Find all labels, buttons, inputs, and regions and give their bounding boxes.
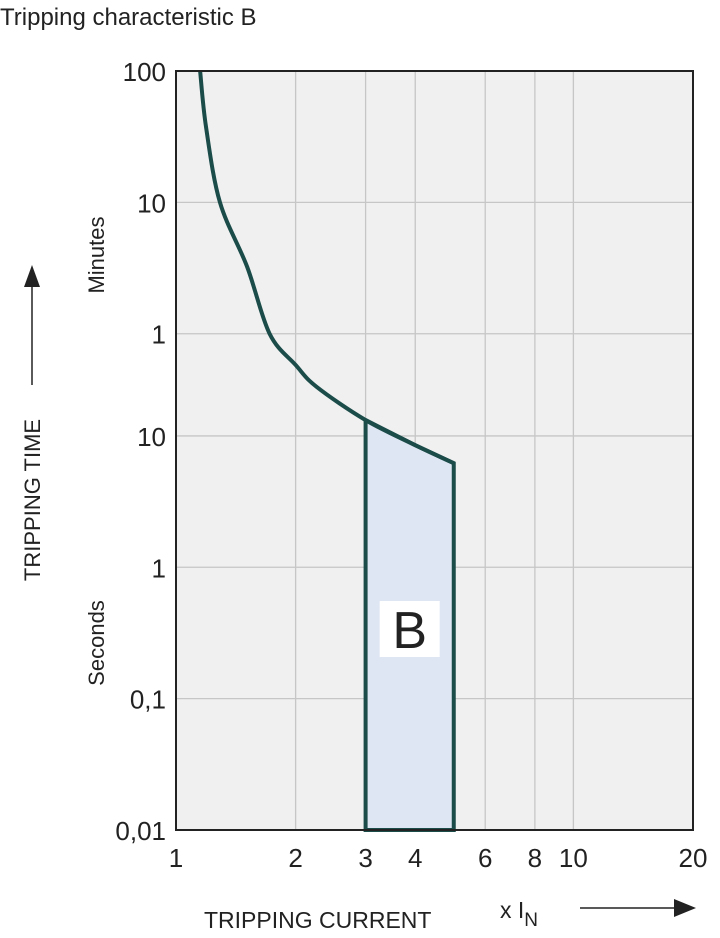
x-unit-prefix: x I xyxy=(500,897,524,923)
y-axis-label: TRIPPING TIME xyxy=(20,419,45,581)
x-tick-label: 2 xyxy=(288,843,302,873)
band-label-box xyxy=(379,601,440,657)
x-tick-label: 4 xyxy=(408,843,422,873)
y-tick-label: 0,01 xyxy=(115,816,166,846)
tripping-curve xyxy=(198,70,455,466)
x-axis-label: TRIPPING CURRENT xyxy=(204,907,431,933)
x-tick-label: 10 xyxy=(559,843,588,873)
curve-group xyxy=(198,70,455,466)
band-b: B xyxy=(363,416,456,832)
x-unit-subscript: N xyxy=(524,910,538,931)
x-tick-label: 1 xyxy=(169,843,183,873)
x-tick-label: 8 xyxy=(528,843,542,873)
seconds-label: Seconds xyxy=(84,600,109,686)
plot-frame xyxy=(175,70,694,831)
x-unit-label: x IN xyxy=(500,897,538,931)
minutes-label: Minutes xyxy=(84,216,109,293)
y-tick-label: 0,1 xyxy=(130,685,166,715)
y-tick-labels: 100 10 1 10 1 0,1 0,01 xyxy=(115,57,166,846)
x-tick-label: 6 xyxy=(478,843,492,873)
y-tick-label: 10 xyxy=(137,188,166,218)
chart-title: Tripping characteristic B xyxy=(0,4,257,31)
y-tick-label: 1 xyxy=(152,553,166,583)
y-tick-label: 100 xyxy=(123,57,166,87)
y-tick-label: 10 xyxy=(137,422,166,452)
x-axis-arrow xyxy=(580,899,696,917)
y-axis-arrow xyxy=(24,265,40,385)
x-tick-labels: 1 2 3 4 6 8 10 20 xyxy=(169,843,708,873)
y-tick-label: 1 xyxy=(152,320,166,350)
x-tick-label: 3 xyxy=(358,843,372,873)
band-label: B xyxy=(392,602,427,660)
x-tick-label: 20 xyxy=(679,843,708,873)
